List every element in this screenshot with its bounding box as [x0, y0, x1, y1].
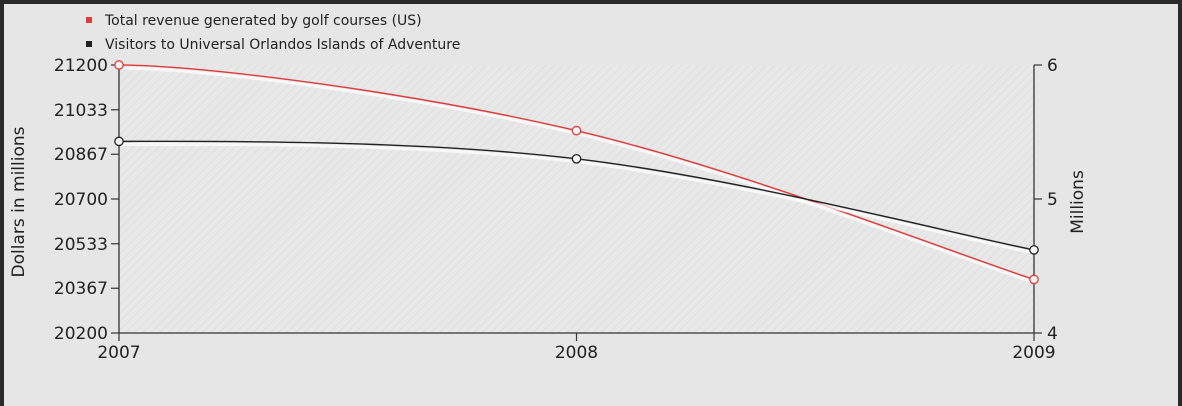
x-tick-label: 2008: [555, 343, 598, 363]
legend-item-0[interactable]: Total revenue generated by golf courses …: [86, 13, 422, 29]
y-right-ticks: 6 5 4: [1034, 56, 1058, 344]
y-left-axis-title: Dollars in millions: [9, 126, 29, 277]
y-left-tick-label: 20367: [54, 279, 108, 299]
series-1-point-2[interactable]: [1029, 245, 1039, 255]
legend-swatch-0: [86, 17, 92, 23]
y-left-ticks: 21200 21033 20867 20700 20533 20367 20200: [54, 56, 119, 344]
y-left-tick-label: 20200: [54, 324, 108, 344]
y-left-tick-label: 21200: [54, 56, 108, 76]
legend-item-1[interactable]: Visitors to Universal Orlandos Islands o…: [86, 37, 460, 53]
x-ticks: 2007 2008 2009: [97, 333, 1056, 363]
series-0-point-2[interactable]: [1029, 274, 1039, 285]
y-left-tick-label: 20867: [54, 145, 108, 165]
series-0-point-0[interactable]: [114, 60, 124, 70]
legend-label-0: Total revenue generated by golf courses …: [104, 13, 422, 29]
x-tick-label: 2009: [1012, 343, 1055, 363]
legend-swatch-1: [86, 41, 92, 47]
chart-svg: Total revenue generated by golf courses …: [9, 13, 1088, 363]
y-right-tick-label: 5: [1047, 190, 1058, 210]
y-left-tick-label: 21033: [54, 101, 108, 121]
y-right-tick-label: 6: [1047, 56, 1058, 76]
y-left-tick-label: 20700: [54, 190, 108, 210]
x-tick-label: 2007: [97, 343, 140, 363]
series-0-point-1[interactable]: [571, 125, 582, 136]
plot-area: [119, 65, 1034, 333]
y-left-tick-label: 20533: [54, 235, 108, 255]
series-1-point-0[interactable]: [114, 136, 124, 147]
series-1-point-1[interactable]: [571, 153, 582, 164]
legend: Total revenue generated by golf courses …: [86, 13, 460, 53]
y-right-axis-title: Millions: [1068, 170, 1088, 234]
legend-label-1: Visitors to Universal Orlandos Islands o…: [105, 37, 460, 53]
y-right-tick-label: 4: [1047, 324, 1058, 344]
series-layer: [114, 60, 1039, 285]
